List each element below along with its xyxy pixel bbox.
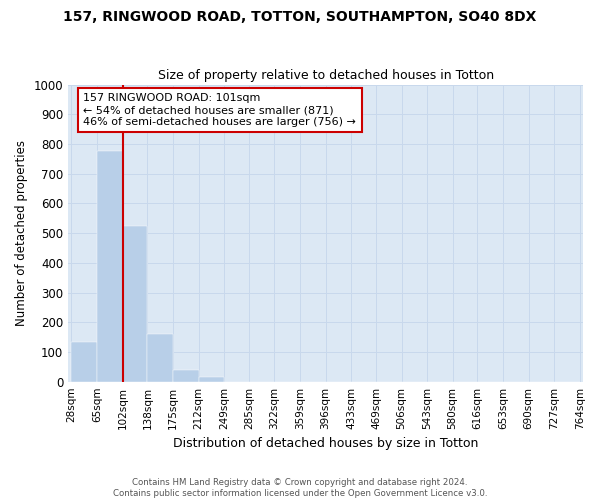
Y-axis label: Number of detached properties: Number of detached properties [15,140,28,326]
Bar [97,152,122,382]
Text: 157 RINGWOOD ROAD: 101sqm
← 54% of detached houses are smaller (871)
46% of semi: 157 RINGWOOD ROAD: 101sqm ← 54% of detac… [83,94,356,126]
Bar [71,342,97,382]
Text: Contains HM Land Registry data © Crown copyright and database right 2024.
Contai: Contains HM Land Registry data © Crown c… [113,478,487,498]
Text: 157, RINGWOOD ROAD, TOTTON, SOUTHAMPTON, SO40 8DX: 157, RINGWOOD ROAD, TOTTON, SOUTHAMPTON,… [64,10,536,24]
Title: Size of property relative to detached houses in Totton: Size of property relative to detached ho… [158,69,494,82]
Bar [122,226,148,382]
Bar [148,334,173,382]
Bar [199,377,224,382]
X-axis label: Distribution of detached houses by size in Totton: Distribution of detached houses by size … [173,437,478,450]
Bar [173,370,199,382]
